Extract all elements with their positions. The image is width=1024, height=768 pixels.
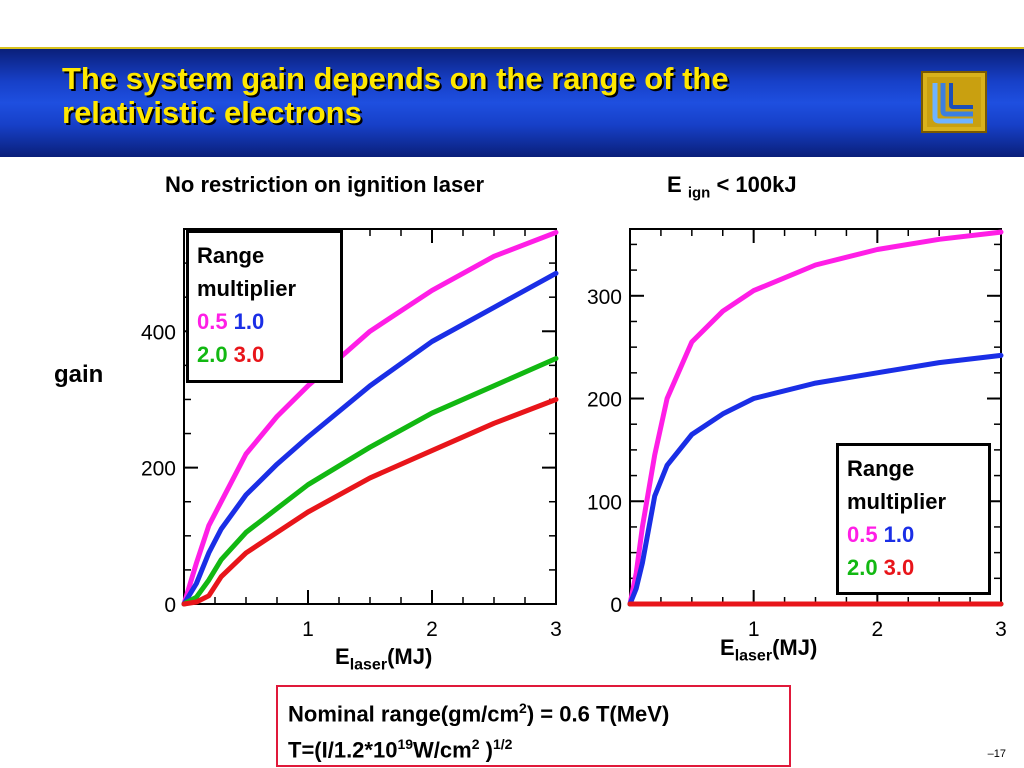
right-y-tick-label: 0 — [610, 594, 622, 617]
legend-title-line1: Range — [847, 456, 915, 481]
legend-item-3.0: 3.0 — [883, 555, 915, 580]
lab-logo-icon — [921, 71, 987, 133]
legend-item-3.0: 3.0 — [233, 342, 265, 367]
left-series-2.0 — [181, 356, 559, 607]
left-panel-caption: No restriction on ignition laser — [165, 172, 485, 197]
legend-item-0.5: 0.5 — [197, 309, 228, 334]
right-x-tick-label: 2 — [871, 618, 883, 641]
legend-item-0.5: 0.5 — [847, 522, 878, 547]
right-x-axis-label: Elaser(MJ) — [720, 635, 818, 665]
left-x-tick-label: 1 — [302, 618, 314, 641]
title-banner — [0, 47, 1024, 157]
right-x-tick-label: 1 — [748, 618, 760, 641]
legend-item-1.0: 1.0 — [883, 522, 915, 547]
right-y-tick-label: 300 — [587, 286, 622, 309]
legend-title-line2: multiplier — [847, 489, 947, 514]
right-x-tick-label: 3 — [995, 618, 1007, 641]
legend-title-line1: Range — [197, 243, 265, 268]
right-y-tick-label: 100 — [587, 491, 622, 514]
left-series-3.0 — [181, 397, 559, 607]
left-y-tick-label: 200 — [141, 458, 176, 481]
left-x-tick-label: 3 — [550, 618, 562, 641]
formula-line-2: T=(I/1.2*1019W/cm2 )1/2 — [288, 736, 513, 763]
y-axis-label: gain — [54, 361, 104, 388]
right-series-0.5 — [627, 229, 1004, 607]
slide-title: The system gain depends on the range of … — [62, 61, 729, 130]
left-y-tick-label: 0 — [164, 594, 176, 617]
right-y-tick-label: 200 — [587, 389, 622, 412]
left-series-1.0 — [181, 270, 559, 607]
range-formula-box: Nominal range(gm/cm2) = 0.6 T(MeV) T=(I/… — [276, 685, 791, 767]
right-series-1.0 — [627, 352, 1004, 607]
left-legend: Range multiplier 0.5 1.0 2.0 3.0 — [186, 230, 343, 383]
legend-item-2.0: 2.0 — [197, 342, 228, 367]
legend-item-1.0: 1.0 — [233, 309, 265, 334]
right-panel-caption: E ign < 100kJ — [667, 172, 797, 202]
legend-title-line2: multiplier — [197, 276, 297, 301]
left-y-tick-label: 400 — [141, 321, 176, 344]
right-legend: Range multiplier 0.5 1.0 2.0 3.0 — [836, 443, 991, 595]
page-number: –17 — [987, 748, 1006, 760]
formula-line-1: Nominal range(gm/cm2) = 0.6 T(MeV) — [288, 700, 670, 727]
left-x-tick-label: 2 — [426, 618, 438, 641]
left-x-axis-label: Elaser(MJ) — [335, 644, 433, 674]
left-series-0.5 — [181, 229, 559, 607]
legend-item-2.0: 2.0 — [847, 555, 878, 580]
